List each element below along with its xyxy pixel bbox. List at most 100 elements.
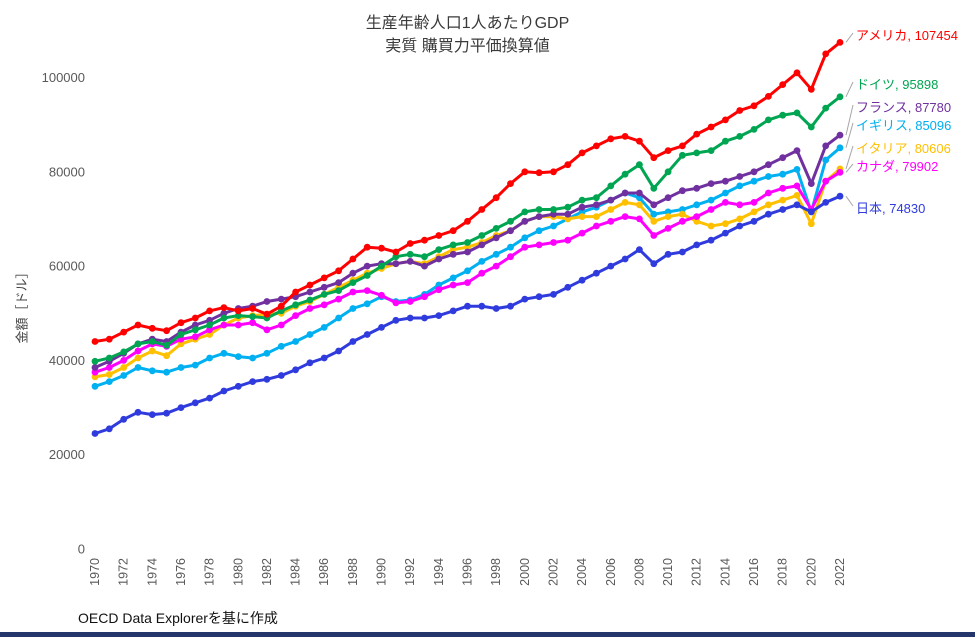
y-tick-label: 0 [78,542,85,557]
data-point [478,241,486,249]
label-connector-line [845,163,854,173]
label-connector-line [845,32,854,43]
data-point [521,208,529,216]
data-point [435,232,443,239]
data-point [679,151,686,159]
data-point [335,314,342,322]
data-point [693,213,701,221]
data-point [306,296,314,304]
x-tick-label: 1988 [346,558,360,586]
data-point [607,262,615,270]
data-point [292,288,299,296]
data-point [464,248,471,256]
data-point [593,213,600,221]
x-tick-label: 1978 [203,558,217,586]
x-tick-label: 2016 [747,558,761,586]
data-point [607,206,615,213]
data-point [836,168,844,176]
data-point [636,215,643,223]
data-point [349,255,357,263]
data-point [292,312,299,319]
data-point [807,208,815,216]
data-point [249,313,256,320]
data-point [578,149,586,157]
data-point [191,333,199,341]
data-point [765,161,772,169]
data-point [120,415,128,423]
data-point [206,307,214,315]
data-point [836,39,844,46]
data-point [134,340,142,348]
data-point [320,301,328,309]
data-point [163,352,171,360]
data-point [779,81,787,88]
data-point [650,232,658,239]
data-point [449,307,457,315]
data-point [435,281,443,289]
data-point [722,116,729,124]
data-point [492,305,500,312]
data-point [91,382,99,390]
data-point [134,347,142,355]
data-point [277,321,285,329]
data-point [578,229,586,237]
data-point [564,236,572,244]
data-point [191,321,199,329]
data-point [535,206,543,213]
data-point [607,196,615,204]
data-point [679,206,686,213]
data-point [363,243,371,251]
data-point [249,319,256,327]
data-point [578,213,586,221]
data-point [306,281,314,289]
data-point [607,182,615,190]
data-point [206,326,214,334]
data-point [822,104,830,112]
data-point [750,102,758,110]
data-point [621,133,629,140]
data-point [793,192,801,199]
data-point [836,192,844,200]
data-point [105,425,113,433]
x-tick-label: 2012 [690,558,704,586]
x-tick-label: 2014 [718,558,732,586]
data-point [335,267,342,275]
data-point [765,173,772,180]
data-point [191,361,199,369]
data-point [793,182,801,190]
data-point [249,305,256,312]
data-point [220,321,228,329]
data-point [593,201,600,209]
series-end-label: 日本, 74830 [856,201,926,216]
data-point [277,302,285,310]
data-point [120,328,128,336]
data-point [335,279,342,286]
x-tick-label: 1992 [403,558,417,586]
data-point [234,353,242,360]
data-point [148,324,156,332]
data-point [793,201,801,209]
label-connector-line [845,122,854,148]
data-point [292,301,299,309]
data-point [736,215,744,223]
data-point [163,368,171,376]
data-point [793,147,801,155]
x-tick-label: 1970 [88,558,102,586]
data-point [793,166,801,173]
data-point [607,135,615,143]
label-connector-line [845,145,854,170]
data-point [435,246,443,254]
data-point [206,321,214,329]
data-point [664,213,672,221]
data-point [765,116,772,124]
data-point [234,382,242,390]
data-point [507,253,514,261]
data-point [664,208,672,216]
data-point [277,295,285,303]
data-point [206,316,214,324]
data-point [363,272,371,279]
data-point [335,287,342,294]
data-point [607,217,615,225]
data-point [306,359,314,367]
